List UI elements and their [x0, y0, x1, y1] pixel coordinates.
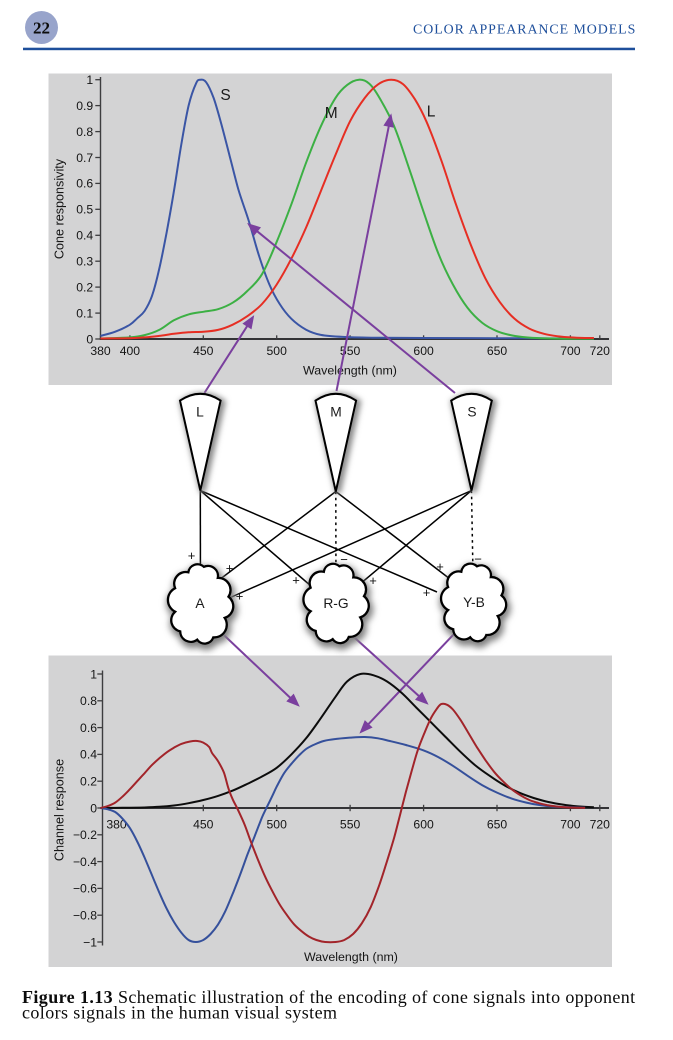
svg-text:−1: −1 [83, 935, 97, 949]
svg-text:380: 380 [90, 344, 111, 358]
svg-text:600: 600 [413, 344, 434, 358]
svg-text:Figure 1.13 Schematic illustra: Figure 1.13 Schematic illustration of th… [22, 987, 636, 1007]
svg-text:+: + [369, 573, 377, 588]
svg-text:0.1: 0.1 [76, 306, 93, 320]
svg-text:1: 1 [90, 667, 97, 681]
svg-text:0.8: 0.8 [80, 694, 97, 708]
svg-text:0: 0 [90, 801, 97, 815]
svg-text:0.9: 0.9 [76, 99, 93, 113]
svg-text:0.2: 0.2 [76, 280, 93, 294]
svg-text:−: − [474, 552, 482, 567]
svg-text:S: S [220, 87, 230, 104]
svg-text:600: 600 [413, 818, 434, 832]
svg-text:500: 500 [267, 818, 288, 832]
svg-text:700: 700 [560, 818, 581, 832]
svg-text:0.5: 0.5 [76, 203, 93, 217]
svg-text:700: 700 [560, 344, 581, 358]
svg-text:Cone responsivity: Cone responsivity [53, 158, 67, 259]
svg-text:0.7: 0.7 [76, 151, 93, 165]
svg-text:0.6: 0.6 [76, 177, 93, 191]
svg-text:450: 450 [193, 344, 214, 358]
svg-text:550: 550 [340, 818, 361, 832]
svg-text:+: + [236, 589, 244, 604]
svg-text:Channel response: Channel response [53, 759, 67, 861]
svg-text:−0.6: −0.6 [73, 882, 97, 896]
svg-text:Y-B: Y-B [463, 595, 485, 610]
svg-text:−: − [340, 552, 348, 567]
svg-text:−0.4: −0.4 [73, 855, 97, 869]
svg-text:22: 22 [33, 19, 50, 38]
svg-text:R-G: R-G [323, 596, 348, 611]
svg-text:500: 500 [267, 344, 288, 358]
svg-text:−0.8: −0.8 [73, 909, 97, 923]
svg-text:+: + [188, 548, 196, 563]
svg-text:A: A [195, 596, 205, 611]
svg-text:colors signals in the human vi: colors signals in the human visual syste… [22, 1003, 337, 1023]
svg-text:400: 400 [120, 344, 141, 358]
svg-text:450: 450 [193, 818, 214, 832]
svg-text:380: 380 [106, 818, 127, 832]
svg-text:M: M [330, 405, 342, 420]
svg-text:0.4: 0.4 [76, 229, 93, 243]
svg-text:L: L [196, 405, 204, 420]
svg-text:720: 720 [590, 344, 611, 358]
svg-text:COLOR APPEARANCE MODELS: COLOR APPEARANCE MODELS [413, 23, 636, 38]
svg-text:Wavelength (nm): Wavelength (nm) [304, 950, 398, 964]
svg-text:650: 650 [487, 818, 508, 832]
svg-text:0.6: 0.6 [80, 721, 97, 735]
svg-text:0: 0 [86, 332, 93, 346]
svg-text:1: 1 [86, 73, 93, 87]
svg-text:0.4: 0.4 [80, 748, 97, 762]
svg-text:+: + [436, 559, 444, 574]
svg-text:0.2: 0.2 [80, 775, 97, 789]
svg-text:+: + [423, 585, 431, 600]
svg-text:L: L [427, 104, 436, 121]
svg-text:0.8: 0.8 [76, 125, 93, 139]
svg-text:S: S [467, 405, 476, 420]
svg-text:−0.2: −0.2 [73, 828, 97, 842]
svg-text:720: 720 [590, 818, 611, 832]
svg-text:650: 650 [487, 344, 508, 358]
svg-text:Wavelength (nm): Wavelength (nm) [303, 364, 397, 378]
svg-text:0.3: 0.3 [76, 255, 93, 269]
svg-text:+: + [226, 561, 234, 576]
svg-text:+: + [292, 573, 300, 588]
svg-text:M: M [325, 105, 338, 122]
